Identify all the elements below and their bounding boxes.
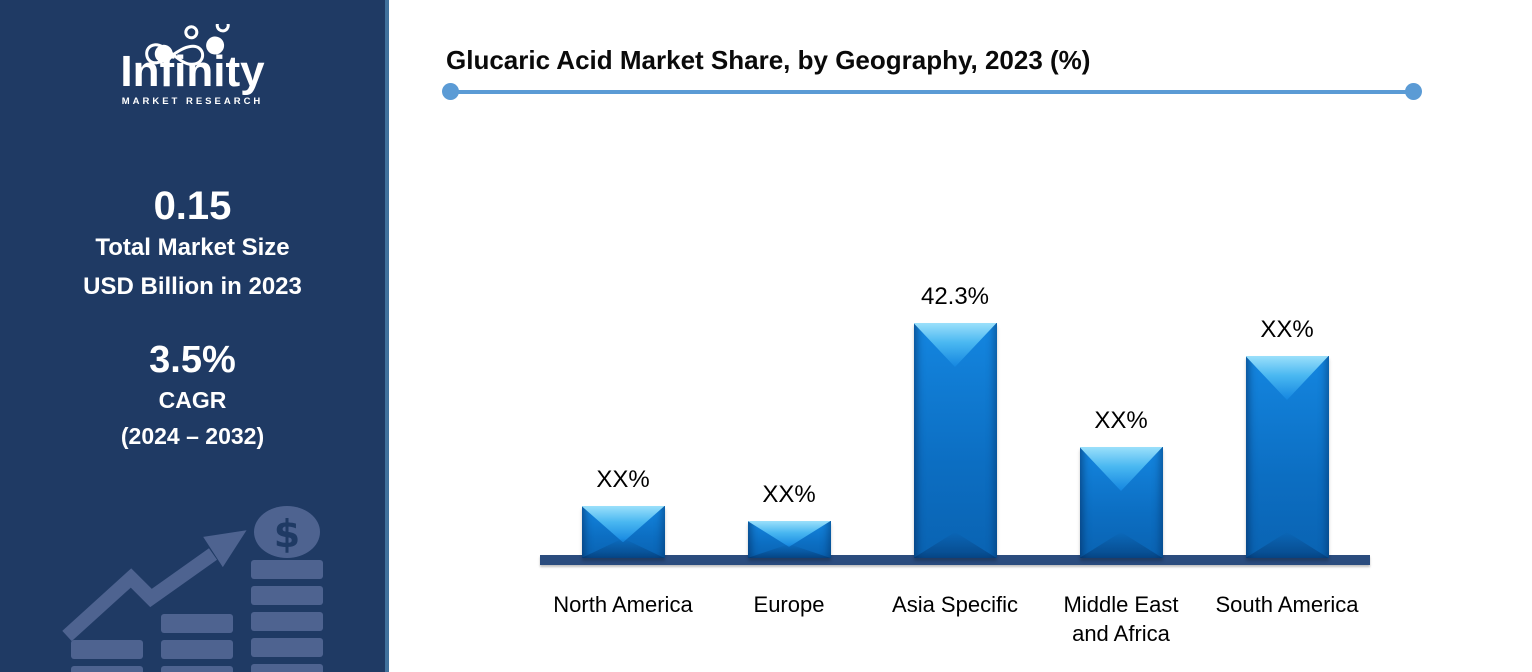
category-label: Middle East and Africa xyxy=(1063,592,1179,646)
dollar-coin-icon: $ xyxy=(253,506,320,558)
cagr-label: CAGR xyxy=(158,386,227,413)
category-label: Asia Specific xyxy=(892,592,1018,617)
bar-value-label: XX% xyxy=(762,481,816,508)
bar-value-label: XX% xyxy=(1094,407,1148,434)
brand-logo: Infinity MARKET RESEARCH xyxy=(78,24,308,114)
category-label: South America xyxy=(1215,592,1359,617)
growth-chart-decoration: $ xyxy=(61,506,323,672)
bar-middle-east-and-africa xyxy=(1079,447,1163,558)
bar-column: XX% xyxy=(540,218,706,558)
dollar-sign: $ xyxy=(273,512,299,556)
infinity-loop-icon xyxy=(144,24,230,66)
bar-europe xyxy=(747,521,831,558)
bar-south-america xyxy=(1245,356,1329,558)
market-size-label-line1: Total Market Size xyxy=(95,234,290,261)
x-axis-line xyxy=(540,555,1370,565)
bars-row: XX% XX% 42.3% XX% XX% xyxy=(540,218,1370,558)
title-underline-decoration xyxy=(442,83,1422,101)
cagr-block: 3.5% CAGR (2024 – 2032) xyxy=(120,339,265,454)
category-labels-row: North America Europe Asia Specific Middle E… xyxy=(540,590,1370,648)
market-size-label-line2: USD Billion in 2023 xyxy=(83,273,302,300)
bar-column: XX% xyxy=(1204,218,1370,558)
sidebar: Infinity MARKET RESEARCH 0.15 Total Mark… xyxy=(0,0,389,672)
trend-up-arrow-icon xyxy=(61,530,247,642)
cagr-period: (2024 – 2032) xyxy=(120,422,265,449)
brand-tagline: MARKET RESEARCH xyxy=(121,96,264,107)
coin-stacks-icon xyxy=(70,560,323,672)
bar-column: XX% xyxy=(706,218,872,558)
bar-north-america xyxy=(581,506,665,558)
bar-asia-specific xyxy=(913,323,997,558)
category-label: Europe xyxy=(753,592,825,617)
category-label: North America xyxy=(553,592,693,617)
brand-name: Infinity xyxy=(120,47,265,96)
market-size-block: 0.15 Total Market Size USD Billion in 20… xyxy=(83,184,302,306)
bar-column: 42.3% xyxy=(872,218,1038,558)
bar-value-label: 42.3% xyxy=(920,283,990,310)
chart-title: Glucaric Acid Market Share, by Geography… xyxy=(446,45,1091,76)
market-size-value: 0.15 xyxy=(153,184,232,228)
divider-line xyxy=(450,90,1414,94)
chart-panel: Glucaric Acid Market Share, by Geography… xyxy=(389,0,1532,672)
bar-column: XX% xyxy=(1038,218,1204,558)
bar-value-label: XX% xyxy=(596,466,650,493)
divider-dot-right xyxy=(1405,83,1422,100)
bar-value-label: XX% xyxy=(1260,316,1314,343)
cagr-value: 3.5% xyxy=(149,339,236,381)
